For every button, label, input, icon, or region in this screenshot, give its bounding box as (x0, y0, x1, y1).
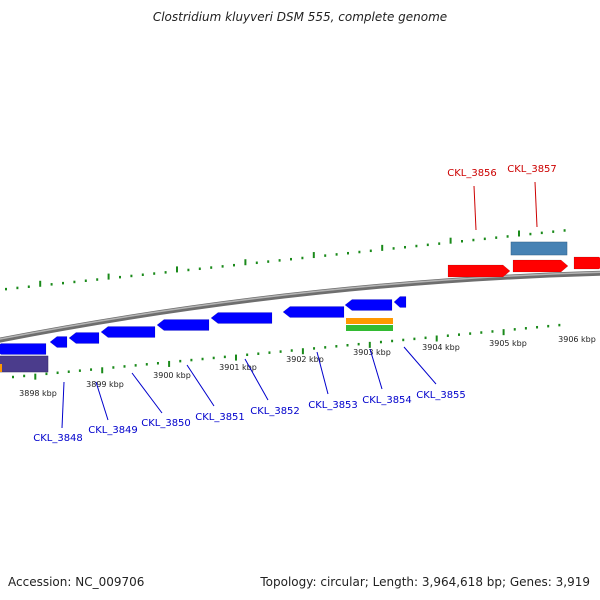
label-layer: 3898 kbp 3899 kbp 3900 kbp 3901 kbp 3902 kbp… (19, 164, 596, 444)
gene-arrow-reverse (156, 319, 210, 331)
gene-arrow-reverse (49, 336, 68, 348)
gene-label-reverse: CKL_3851 (195, 412, 245, 423)
gene-label-reverse: CKL_3854 (362, 395, 412, 406)
gene-leader-line (244, 358, 269, 401)
scale-label: 3903 kbp (353, 348, 391, 357)
accession-text: Accession: NC_009706 (8, 575, 145, 589)
gene-leader-line (473, 185, 477, 231)
gene-label-reverse: CKL_3852 (250, 406, 300, 417)
gene-leader-line (186, 364, 215, 407)
gene-arrow-reverse (393, 296, 407, 308)
gene-arrow-forward (447, 264, 511, 278)
gene-label-forward: CKL_3856 (447, 168, 497, 179)
gene-arrow-forward (573, 256, 600, 270)
gene-arrow-reverse (100, 326, 156, 338)
gene-label-reverse: CKL_3850 (141, 418, 191, 429)
gene-leader-line (61, 381, 65, 429)
cds-strip-green (346, 325, 393, 331)
cds-strip-orange (346, 318, 393, 324)
gene-arrow-forward (512, 259, 569, 273)
gene-arrow-reverse (68, 332, 100, 344)
gene-label-reverse: CKL_3849 (88, 425, 138, 436)
map-title: Clostridium kluyveri DSM 555, complete g… (152, 10, 448, 24)
scale-label: 3902 kbp (286, 355, 324, 364)
gene-label-forward: CKL_3857 (507, 164, 557, 175)
scale-label: 3904 kbp (422, 343, 460, 352)
gene-leader-line (403, 346, 437, 385)
tick-layer (5, 229, 566, 380)
gene-label-reverse: CKL_3853 (308, 400, 358, 411)
scale-label: 3900 kbp (153, 371, 191, 380)
gene-leader-line (131, 372, 163, 414)
gene-leader-line (95, 381, 109, 421)
scale-label: 3899 kbp (86, 380, 124, 389)
gene-leader-line (369, 348, 383, 390)
gene-arrow-reverse (344, 299, 393, 311)
scale-label: 3905 kbp (489, 339, 527, 348)
gene-label-reverse: CKL_3855 (416, 390, 466, 401)
gene-leader-line (316, 351, 329, 395)
backbone-line (0, 270, 600, 343)
scale-label: 3898 kbp (19, 389, 57, 398)
backbone-highlight (0, 271, 600, 340)
feature-layer (0, 241, 600, 373)
genome-summary-text: Topology: circular; Length: 3,964,618 bp… (260, 575, 590, 589)
cds-box (510, 241, 568, 256)
scale-label: 3906 kbp (558, 335, 596, 344)
gene-leader-line (534, 181, 538, 228)
scale-label: 3901 kbp (219, 363, 257, 372)
backbone-layer (0, 270, 600, 343)
cds-box-orange-edge (0, 364, 2, 372)
gene-arrow-reverse (0, 343, 47, 355)
gene-label-reverse: CKL_3848 (33, 433, 83, 444)
cds-box-purple (0, 355, 49, 373)
gene-arrow-reverse (282, 306, 345, 318)
gene-arrow-reverse (210, 312, 273, 324)
